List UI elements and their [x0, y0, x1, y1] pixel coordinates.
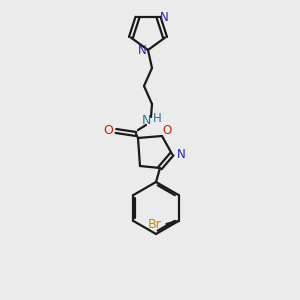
Text: N: N: [138, 44, 146, 56]
Text: N: N: [141, 113, 151, 127]
Text: H: H: [153, 112, 161, 125]
Text: N: N: [160, 11, 169, 24]
Text: O: O: [103, 124, 113, 137]
Text: O: O: [162, 124, 172, 136]
Text: N: N: [177, 148, 185, 160]
Text: Br: Br: [148, 218, 161, 232]
